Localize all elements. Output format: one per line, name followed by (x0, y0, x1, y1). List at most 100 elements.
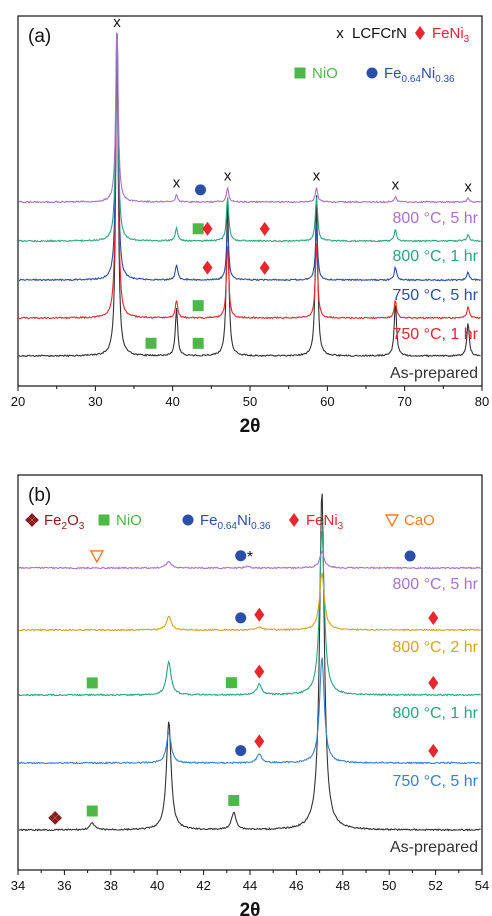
x-tick-label: 80 (475, 394, 489, 409)
legend-symbol: x (336, 25, 344, 42)
peak-marker: x (113, 14, 121, 31)
peak-marker: x (313, 167, 321, 184)
legend-label: NiO (312, 65, 338, 82)
legend-symbol (415, 26, 425, 40)
legend-label: Fe0.64Ni0.36 (384, 65, 455, 85)
peak-marker (145, 337, 157, 349)
x-axis-title: 2θ (240, 416, 261, 437)
series-label: 750 °C, 5 hr (392, 287, 478, 304)
peak-marker (235, 612, 247, 624)
series-line-0 (18, 493, 481, 832)
peak-marker (254, 734, 265, 749)
legend-label: NiO (116, 512, 142, 529)
x-tick-label: 40 (165, 394, 179, 409)
svg-text:x: x (464, 178, 472, 195)
series-line-4 (18, 550, 481, 570)
svg-text:*: * (247, 549, 253, 566)
x-tick-label: 34 (11, 878, 25, 893)
series-line-3 (18, 36, 481, 243)
peak-marker (225, 677, 237, 689)
panel-label: (a) (28, 26, 51, 47)
legend-symbol (182, 514, 194, 526)
series-label: As-prepared (390, 839, 478, 856)
series-line-2 (18, 38, 482, 282)
peak-marker (89, 550, 105, 564)
peak-marker (228, 794, 240, 806)
peak-marker (428, 743, 439, 758)
peak-marker: x (464, 178, 472, 195)
legend-label: FeNi3 (432, 25, 470, 45)
series-line-2 (18, 531, 481, 697)
series-line-1 (18, 657, 481, 765)
x-tick-label: 52 (428, 878, 442, 893)
series-label: 800 °C, 5 hr (392, 210, 478, 227)
svg-text:x: x (336, 25, 344, 42)
peak-marker: x (224, 167, 232, 184)
peak-marker: x (173, 175, 181, 192)
series-line-3 (19, 572, 482, 632)
legend-label: CaO (404, 512, 435, 529)
legend-label: Fe2O3 (44, 512, 85, 532)
legend-label: FeNi3 (306, 512, 344, 532)
legend-symbol (289, 513, 299, 527)
x-tick-label: 46 (289, 878, 303, 893)
series-line-4 (18, 32, 481, 204)
svg-text:x: x (392, 177, 400, 194)
legend-label: LCFCrN (352, 25, 407, 42)
series-label: As-prepared (390, 365, 478, 382)
peak-marker (48, 810, 63, 825)
legend-symbol (25, 513, 39, 527)
legend-symbol (98, 514, 110, 526)
x-tick-label: 50 (243, 394, 257, 409)
svg-text:x: x (173, 175, 181, 192)
series-label: 750 °C, 5 hr (392, 773, 478, 790)
x-axis-title: 2θ (240, 900, 261, 916)
peak-marker (202, 221, 213, 236)
peak-marker (86, 677, 98, 689)
legend-label: Fe0.64Ni0.36 (200, 512, 271, 532)
peak-marker: x (392, 177, 400, 194)
peak-marker (195, 184, 207, 196)
x-tick-label: 40 (150, 878, 164, 893)
legend-symbol (294, 67, 306, 79)
series-line-1 (18, 40, 481, 320)
peak-marker (192, 300, 204, 312)
x-tick-label: 20 (11, 394, 25, 409)
svg-text:x: x (313, 167, 321, 184)
peak-marker (235, 745, 247, 757)
x-tick-label: 44 (243, 878, 257, 893)
peak-marker (235, 550, 247, 562)
x-tick-label: 60 (320, 394, 334, 409)
x-tick-label: 50 (382, 878, 396, 893)
chart-panel-a: 20 30 40 50 60 70 80 2θ (a) x LCFCrN FeNi3 NiO Fe0.64… (11, 14, 489, 437)
x-tick-label: 42 (196, 878, 210, 893)
x-tick-label: 70 (397, 394, 411, 409)
peak-marker (428, 610, 439, 625)
peak-marker (202, 260, 213, 275)
series-label: 800 °C, 1 hr (392, 248, 478, 265)
series-label: 800 °C, 5 hr (392, 576, 478, 593)
series-label: 800 °C, 1 hr (392, 705, 478, 722)
legend-symbol (366, 67, 378, 79)
peak-marker: * (247, 549, 253, 566)
peak-marker (254, 607, 265, 622)
series-label: 750 °C, 1 hr (392, 326, 478, 343)
peak-marker (259, 260, 270, 275)
svg-text:x: x (224, 167, 232, 184)
svg-text:x: x (113, 14, 121, 31)
legend-symbol (384, 514, 400, 528)
x-tick-label: 30 (88, 394, 102, 409)
x-tick-label: 48 (336, 878, 350, 893)
panel-label: (b) (28, 485, 51, 506)
series-line-0 (18, 44, 481, 358)
peak-marker (259, 221, 270, 236)
peak-marker (192, 223, 204, 235)
peak-marker (86, 805, 98, 817)
x-tick-label: 36 (57, 878, 71, 893)
chart-panel-b: 34 36 38 40 42 44 46 48 50 52 54 2θ (b) Fe2O3 NiO Fe0.6… (11, 474, 489, 916)
series-label: 800 °C, 2 hr (392, 639, 478, 656)
peak-marker (428, 675, 439, 690)
x-tick-label: 54 (475, 878, 489, 893)
peak-marker (254, 664, 265, 679)
